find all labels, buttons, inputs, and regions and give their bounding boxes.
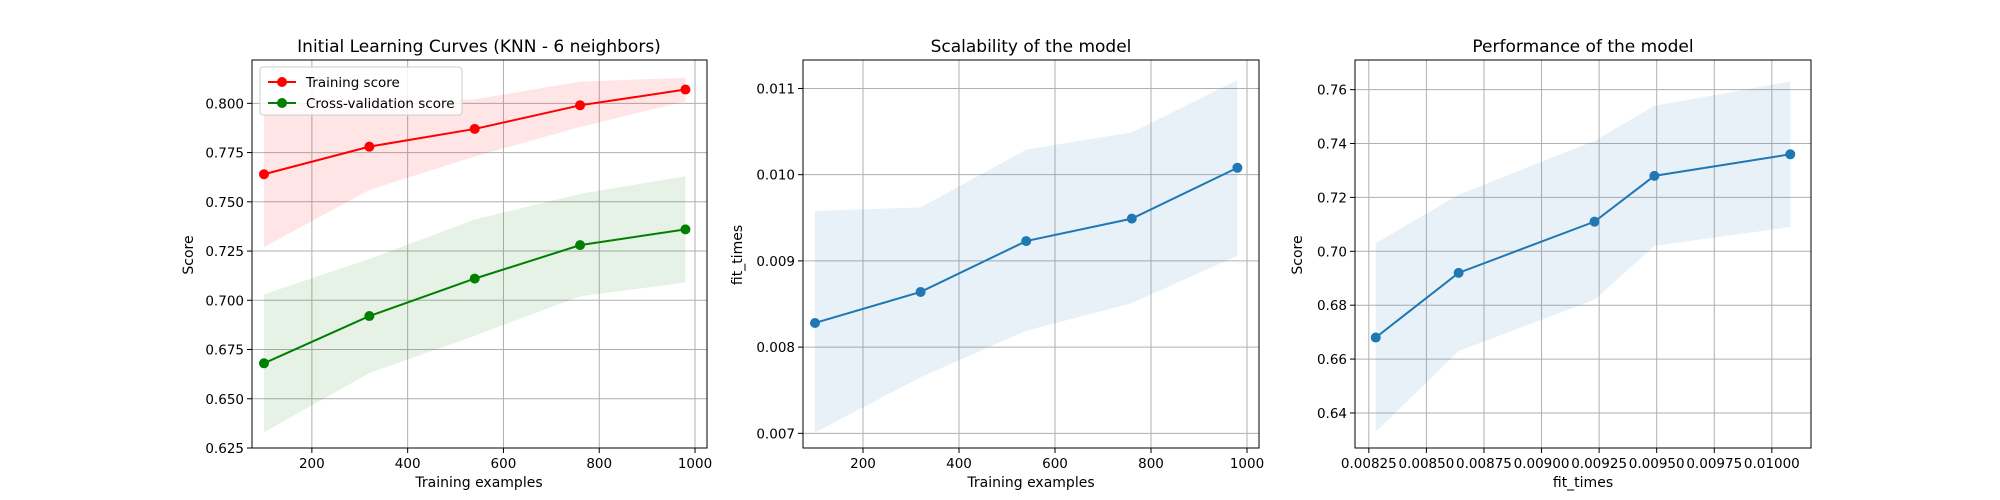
chart-3-ylabel: Score xyxy=(1290,235,1306,274)
chart-3-series-0-point-4 xyxy=(1785,149,1796,160)
chart-1-series-1-point-1 xyxy=(364,311,375,322)
chart-2-axes-frame xyxy=(802,59,1260,449)
chart-2-xtick-label-3: 800 xyxy=(1138,456,1164,472)
chart-3-ytick-label-5: 0.74 xyxy=(1317,137,1347,153)
chart-2-series-0-point-2 xyxy=(1021,236,1032,247)
chart-2-xtick-label-2: 600 xyxy=(1042,456,1068,472)
chart-1-series-1-point-2 xyxy=(469,273,480,284)
chart-1-series-0-point-2 xyxy=(469,123,480,134)
chart-1-ytick-label-1: 0.650 xyxy=(205,392,244,408)
chart-3-xtick-label-2: 0.00875 xyxy=(1456,456,1512,472)
chart-3-ytick-label-6: 0.76 xyxy=(1317,83,1347,99)
chart-2-ytick-label-3: 0.010 xyxy=(756,168,795,184)
chart-1-legend-marker-0 xyxy=(277,77,287,87)
chart-2-xtick-label-1: 400 xyxy=(946,456,972,472)
chart-1-ytick-label-4: 0.725 xyxy=(205,244,244,260)
chart-3-series-0-point-2 xyxy=(1589,216,1600,227)
chart-1-series-0-point-3 xyxy=(575,100,586,111)
chart-2-series-0-point-0 xyxy=(810,317,820,328)
chart-1-ytick-label-0: 0.625 xyxy=(205,441,244,457)
chart-3-ytick-label-1: 0.66 xyxy=(1317,352,1347,368)
chart-1-series-1-point-4 xyxy=(680,224,691,235)
chart-2-grid xyxy=(803,60,1259,448)
chart-2-ylabel: fit_times xyxy=(730,225,746,285)
chart-2: Scalability of the model Training exampl… xyxy=(730,37,1264,491)
chart-3-series-0-point-3 xyxy=(1649,170,1660,181)
chart-1-legend: Training score Cross-validation score xyxy=(259,66,463,116)
chart-2-title: Scalability of the model xyxy=(931,37,1132,57)
chart-1-ytick-label-2: 0.675 xyxy=(205,343,244,359)
chart-1-ytick-label-5: 0.750 xyxy=(205,195,244,211)
chart-1-series-0-point-0 xyxy=(258,169,269,180)
chart-1-title: Initial Learning Curves (KNN - 6 neighbo… xyxy=(297,37,661,57)
chart-2-series-0-point-4 xyxy=(1232,162,1243,173)
chart-2-ytick-label-2: 0.009 xyxy=(756,254,795,270)
chart-2-band-0 xyxy=(815,79,1238,433)
chart-2-ytick-label-4: 0.011 xyxy=(756,81,795,97)
chart-1-ytick-label-3: 0.700 xyxy=(205,293,244,309)
chart-3-axes-frame xyxy=(1354,59,1812,449)
chart-2-series-0-point-3 xyxy=(1126,213,1137,224)
chart-1-band-0 xyxy=(263,77,686,248)
chart-1-legend-box xyxy=(259,66,463,116)
chart-1-legend-marker-1 xyxy=(277,98,287,108)
chart-1-legend-label-1: Cross-validation score xyxy=(306,96,455,112)
chart-1-series-0-point-1 xyxy=(364,141,375,152)
chart-1-xtick-label-1: 400 xyxy=(395,456,421,472)
chart-3-xtick-label-6: 0.00975 xyxy=(1686,456,1742,472)
chart-2-series-0-point-1 xyxy=(915,286,926,297)
chart-1-axes-frame xyxy=(251,59,708,449)
chart-3-ytick-label-2: 0.68 xyxy=(1317,298,1347,314)
chart-3-ytick-label-3: 0.70 xyxy=(1317,244,1347,260)
chart-3-ytick-label-0: 0.64 xyxy=(1317,406,1347,422)
chart-3-xtick-label-7: 0.01000 xyxy=(1744,456,1800,472)
chart-1-series-0-point-4 xyxy=(680,84,691,95)
chart-3-xlabel: fit_times xyxy=(1553,475,1613,491)
chart-1-xtick-label-2: 600 xyxy=(491,456,517,472)
chart-1-xlabel: Training examples xyxy=(414,475,542,491)
chart-2-xtick-label-0: 200 xyxy=(850,456,876,472)
chart-1-series-1-point-0 xyxy=(258,358,269,369)
chart-3: Performance of the model fit_times Score… xyxy=(1290,37,1812,491)
chart-3-series-0-point-1 xyxy=(1453,267,1464,278)
chart-3-xtick-label-1: 0.00850 xyxy=(1398,456,1454,472)
chart-1-ylabel: Score xyxy=(181,235,197,274)
chart-2-xtick-label-4: 1000 xyxy=(1230,456,1264,472)
chart-3-series-0-point-0 xyxy=(1370,332,1381,343)
chart-1-series-1-point-3 xyxy=(575,240,586,251)
chart-3-title: Performance of the model xyxy=(1472,37,1693,57)
chart-2-ytick-label-1: 0.008 xyxy=(756,340,795,356)
chart-1-ytick-label-6: 0.775 xyxy=(205,146,244,162)
chart-3-band-0 xyxy=(1375,81,1791,432)
chart-1-ytick-label-7: 0.800 xyxy=(205,96,244,112)
chart-2-xlabel: Training examples xyxy=(966,475,1094,491)
chart-1-xtick-label-3: 800 xyxy=(586,456,612,472)
chart-3-xtick-label-5: 0.00950 xyxy=(1629,456,1685,472)
chart-3-xtick-label-4: 0.00925 xyxy=(1571,456,1627,472)
chart-1-xtick-label-4: 1000 xyxy=(678,456,712,472)
chart-3-xtick-label-0: 0.00825 xyxy=(1341,456,1397,472)
chart-3-xtick-label-3: 0.00900 xyxy=(1514,456,1570,472)
chart-2-ytick-label-0: 0.007 xyxy=(756,426,795,442)
chart-1: Initial Learning Curves (KNN - 6 neighbo… xyxy=(181,37,712,491)
chart-1-legend-label-0: Training score xyxy=(305,75,400,91)
chart-1-xtick-label-0: 200 xyxy=(299,456,325,472)
chart-3-ytick-label-4: 0.72 xyxy=(1317,190,1347,206)
chart-3-grid xyxy=(1355,60,1811,448)
